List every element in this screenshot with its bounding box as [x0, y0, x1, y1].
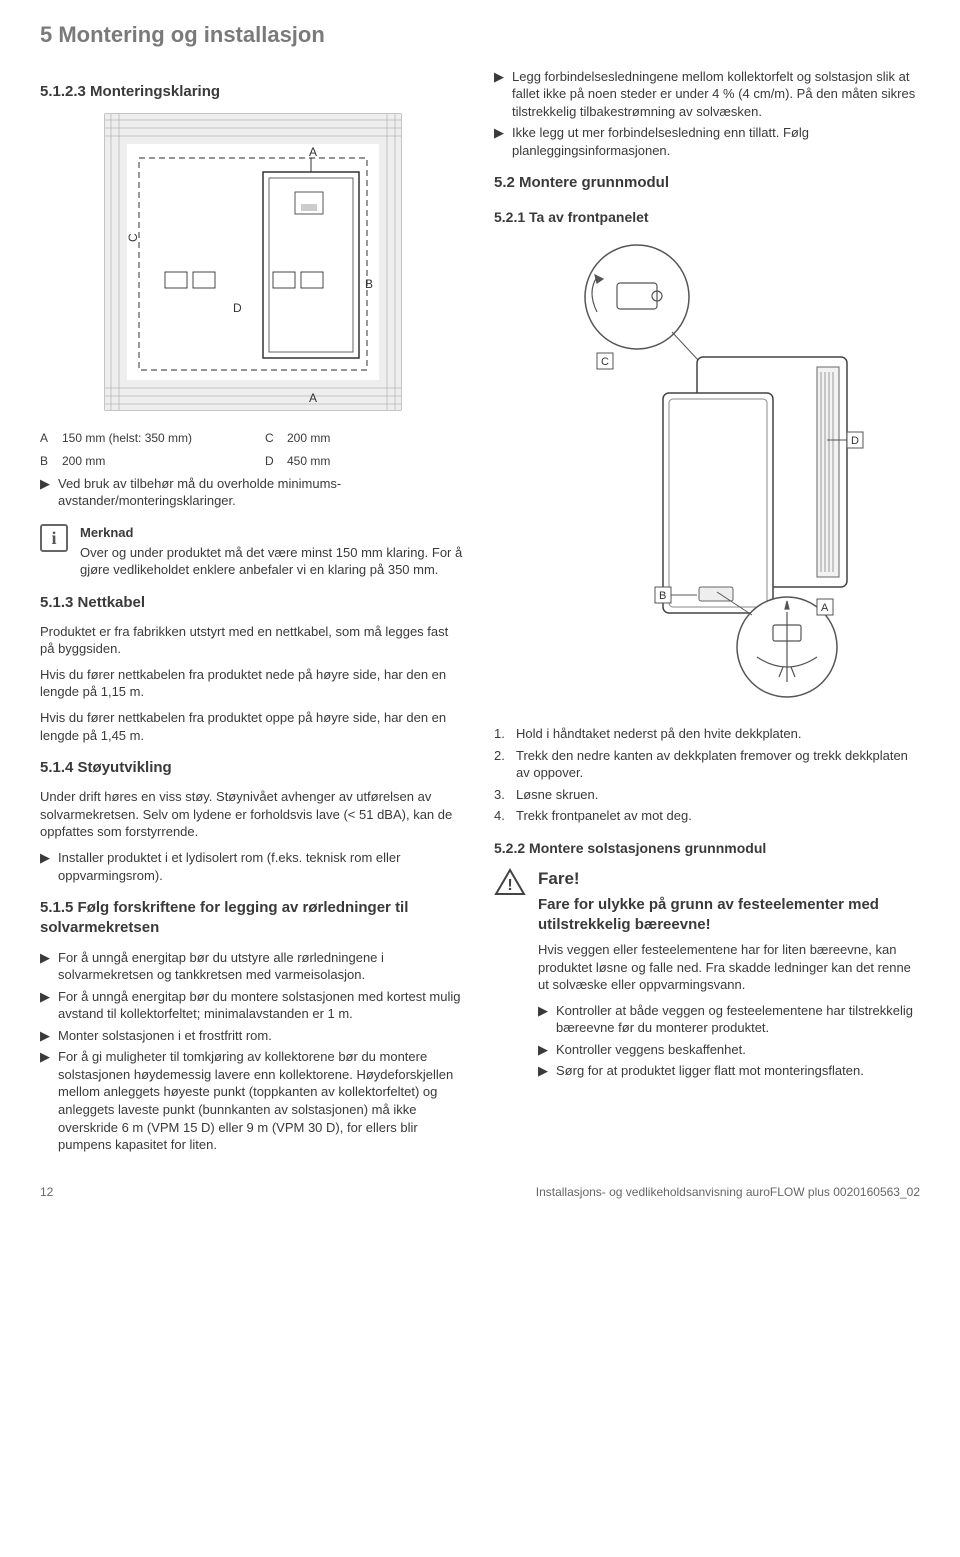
- bullet-text: Sørg for at produktet ligger flatt mot m…: [556, 1062, 920, 1080]
- svg-text:B: B: [365, 277, 373, 291]
- warning-title: Fare!: [538, 868, 920, 891]
- note-title: Merknad: [80, 524, 466, 542]
- para: Hvis du fører nettkabelen fra produktet …: [40, 666, 466, 701]
- bullet: ▶Ikke legg ut mer forbindelsesledning en…: [494, 124, 920, 159]
- heading-521: 5.2.1 Ta av frontpanelet: [494, 208, 920, 227]
- legend-key: A: [40, 430, 54, 446]
- legend-val: 150 mm (helst: 350 mm): [62, 430, 192, 446]
- warning-body: Hvis veggen eller festeelementene har fo…: [538, 941, 920, 994]
- bullet-text: Installer produktet i et lydisolert rom …: [58, 849, 466, 884]
- warning-subtitle: Fare for ulykke på grunn av feste­elemen…: [538, 895, 920, 936]
- bullet-text: For å gi muligheter til tomkjøring av ko…: [58, 1048, 466, 1153]
- svg-text:A: A: [309, 391, 317, 405]
- heading-522: 5.2.2 Montere solstasjonens grunnmodul: [494, 839, 920, 858]
- legend-val: 200 mm: [62, 453, 105, 469]
- chapter-title: 5 Montering og installasjon: [40, 20, 920, 50]
- legend-row-1: A 150 mm (helst: 350 mm) C 200 mm: [40, 430, 466, 446]
- bullet: ▶For å gi muligheter til tomkjøring av k…: [40, 1048, 466, 1153]
- step-text: Trekk den nedre kanten av dekkplaten fre…: [516, 747, 920, 782]
- figure-clearance: A A C D B: [40, 112, 466, 417]
- legend-key: D: [265, 453, 279, 469]
- para: Produktet er fra fabrikken utstyrt med e…: [40, 623, 466, 658]
- legend-val: 450 mm: [287, 453, 330, 469]
- bullet: ▶Monter solstasjonen i et frostfritt rom…: [40, 1027, 466, 1045]
- svg-text:B: B: [659, 590, 666, 602]
- step: 4.Trekk frontpanelet av mot deg.: [494, 807, 920, 825]
- bullet-clearance: ▶Ved bruk av tilbehør må du overholde mi…: [40, 475, 466, 510]
- info-icon: i: [40, 524, 68, 552]
- para: Under drift høres en viss støy. Støynivå…: [40, 788, 466, 841]
- figure-frontpanel: C D: [494, 237, 920, 712]
- bullet: ▶Sørg for at produktet ligger flatt mot …: [538, 1062, 920, 1080]
- bullet-text: Ved bruk av tilbehør må du overholde min…: [58, 475, 466, 510]
- svg-text:D: D: [851, 435, 859, 447]
- svg-text:C: C: [126, 233, 140, 242]
- step: 1.Hold i håndtaket nederst på den hvite …: [494, 725, 920, 743]
- heading-514: 5.1.4 Støyutvikling: [40, 758, 466, 778]
- step-text: Løsne skruen.: [516, 786, 920, 804]
- svg-text:D: D: [233, 301, 242, 315]
- legend-key: C: [265, 430, 279, 446]
- heading-515: 5.1.5 Følg forskriftene for legging av r…: [40, 898, 466, 939]
- bullet-text: Kontroller veggens beskaffenhet.: [556, 1041, 920, 1059]
- bullet: ▶Kontroller at både veggen og feste­elem…: [538, 1002, 920, 1037]
- bullet-text: Kontroller at både veggen og feste­eleme…: [556, 1002, 920, 1037]
- legend-val: 200 mm: [287, 430, 330, 446]
- heading-52: 5.2 Montere grunnmodul: [494, 173, 920, 193]
- note-box: i Merknad Over og under produktet må det…: [40, 524, 466, 579]
- bullet: ▶Kontroller veggens beskaffenhet.: [538, 1041, 920, 1059]
- bullet-text: Ikke legg ut mer forbindelsesledning enn…: [512, 124, 920, 159]
- step: 2.Trekk den nedre kanten av dekkplaten f…: [494, 747, 920, 782]
- bullet: ▶For å unngå energitap bør du montere so…: [40, 988, 466, 1023]
- bullet-text: For å unngå energitap bør du utstyre all…: [58, 949, 466, 984]
- bullet: ▶Installer produktet i et lydisolert rom…: [40, 849, 466, 884]
- heading-5123: 5.1.2.3 Monteringsklaring: [40, 82, 466, 102]
- para: Hvis du fører nettkabelen fra produktet …: [40, 709, 466, 744]
- svg-text:A: A: [309, 145, 317, 159]
- svg-text:!: !: [507, 877, 512, 894]
- svg-text:C: C: [601, 356, 609, 368]
- svg-text:A: A: [821, 602, 829, 614]
- doc-id: Installasjons- og vedlikeholdsanvisning …: [536, 1184, 920, 1200]
- step: 3.Løsne skruen.: [494, 786, 920, 804]
- step-text: Trekk frontpanelet av mot deg.: [516, 807, 920, 825]
- bullet-text: Monter solstasjonen i et frostfritt rom.: [58, 1027, 466, 1045]
- heading-513: 5.1.3 Nettkabel: [40, 593, 466, 613]
- legend-row-2: B 200 mm D 450 mm: [40, 453, 466, 469]
- note-body-text: Over og under produktet må det være mins…: [80, 544, 466, 579]
- page-number: 12: [40, 1184, 53, 1200]
- legend-key: B: [40, 453, 54, 469]
- bullet-text: For å unngå energitap bør du montere sol…: [58, 988, 466, 1023]
- warning-box: ! Fare! Fare for ulykke på grunn av fest…: [494, 868, 920, 1084]
- bullet: ▶For å unngå energitap bør du utstyre al…: [40, 949, 466, 984]
- warning-icon: !: [494, 868, 526, 896]
- bullet: ▶Legg forbindelsesledningene mellom koll…: [494, 68, 920, 121]
- step-text: Hold i håndtaket nederst på den hvite de…: [516, 725, 920, 743]
- bullet-text: Legg forbindelsesledningene mellom kolle…: [512, 68, 920, 121]
